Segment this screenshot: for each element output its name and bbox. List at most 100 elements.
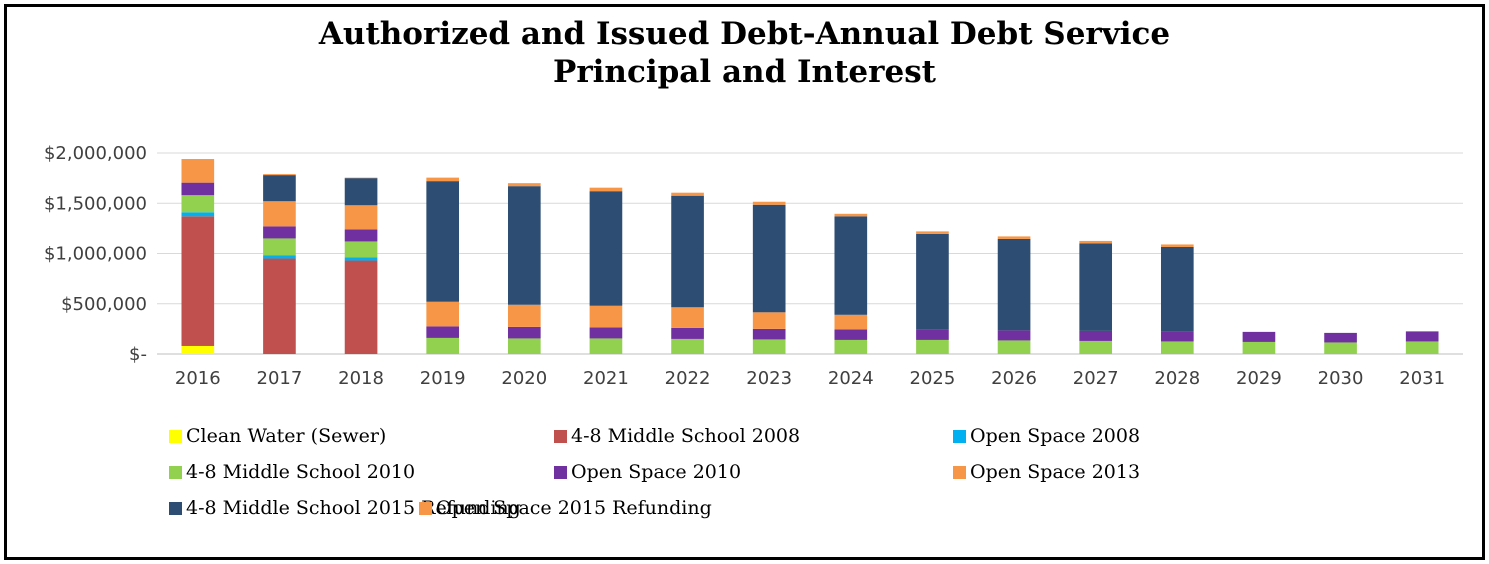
- bar-segment-2023-series-3: [752, 339, 786, 354]
- legend-item: 4-8 Middle School 2015 Refunding: [169, 495, 521, 521]
- bar-segment-2022-series-3: [671, 338, 704, 354]
- plot-area: $- $500,000 $1,000,000 $1,500,000 $2,000,000…: [44, 143, 1463, 389]
- legend-swatch: [169, 466, 182, 479]
- x-tick-label: 2023: [746, 368, 792, 389]
- legend-label: Open Space 2013: [970, 461, 1141, 483]
- legend-label: Open Space 2008: [970, 425, 1141, 447]
- bar-segment-2028-series-7: [1160, 244, 1194, 247]
- bar-segment-2017-series-3: [263, 238, 296, 256]
- x-tick-label: 2027: [1073, 368, 1119, 389]
- bar-segment-2029-series-3: [1242, 341, 1276, 354]
- bar-segment-2027-series-7: [1079, 240, 1113, 244]
- bar-segment-2027-series-3: [1079, 340, 1113, 354]
- legend-item: 4-8 Middle School 2008: [554, 423, 800, 449]
- bar-segment-2021-series-3: [589, 338, 623, 354]
- x-tick-label: 2030: [1318, 368, 1364, 389]
- x-tick-label: 2019: [420, 368, 466, 389]
- bar-segment-2028-series-3: [1160, 341, 1194, 354]
- bar-segment-2024-series-6: [834, 216, 868, 315]
- chart-frame: Authorized and Issued Debt-Annual Debt S…: [4, 4, 1485, 560]
- legend-label: Open Space 2010: [571, 461, 742, 483]
- x-tick-label: 2017: [257, 368, 303, 389]
- y-tick-label: $1,500,000: [44, 193, 147, 214]
- bar-segment-2019-series-4: [426, 326, 460, 338]
- bar-segment-2022-series-6: [671, 195, 704, 308]
- legend-swatch: [953, 430, 966, 443]
- legend-label: 4-8 Middle School 2015 Refunding: [186, 497, 521, 519]
- legend-item: Open Space 2013: [953, 459, 1140, 485]
- bar-segment-2017-series-5: [263, 201, 296, 227]
- bar-segment-2020-series-5: [507, 304, 541, 327]
- legend-swatch: [169, 430, 182, 443]
- x-tick-label: 2025: [910, 368, 956, 389]
- bar-segment-2028-series-6: [1160, 246, 1194, 332]
- legend-label: Open Space 2015 Refunding: [436, 497, 712, 519]
- x-tick-label: 2024: [828, 368, 874, 389]
- x-tick-label: 2029: [1236, 368, 1282, 389]
- bar-segment-2023-series-6: [752, 204, 786, 313]
- bar-segment-2030-series-4: [1324, 332, 1357, 343]
- bar-segment-2025-series-6: [916, 233, 949, 330]
- chart-title: Authorized and Issued Debt-Annual Debt S…: [7, 15, 1482, 91]
- bar-segment-2018-series-7: [344, 177, 378, 179]
- bar-segment-2022-series-5: [671, 307, 704, 328]
- bar-segment-2027-series-6: [1079, 243, 1113, 331]
- bar-segment-2017-series-2: [263, 255, 296, 259]
- bar-segment-2016-series-4: [181, 182, 215, 196]
- bar-segment-2021-series-6: [589, 191, 623, 306]
- bar-segment-2018-series-4: [344, 229, 378, 242]
- bar-segment-2016-series-2: [181, 212, 215, 217]
- bar-segment-2026-series-3: [997, 340, 1031, 354]
- x-tick-label: 2020: [501, 368, 547, 389]
- bar-segment-2017-series-6: [263, 175, 296, 202]
- bar-segment-2016-series-3: [181, 195, 215, 213]
- y-tick-label: $500,000: [61, 294, 147, 315]
- bar-segment-2021-series-7: [589, 187, 623, 192]
- bar-segment-2018-series-1: [344, 260, 378, 354]
- legend-swatch: [554, 466, 567, 479]
- bar-segment-2017-series-1: [263, 258, 296, 354]
- legend-item: Open Space 2015 Refunding: [419, 495, 712, 521]
- bar-segment-2023-series-5: [752, 312, 786, 329]
- bar-segment-2016-series-0: [181, 345, 215, 354]
- bar-segment-2020-series-7: [507, 183, 541, 187]
- x-tick-label: 2028: [1154, 368, 1200, 389]
- bar-segment-2024-series-5: [834, 314, 868, 330]
- legend-item: 4-8 Middle School 2010: [169, 459, 415, 485]
- x-tick-label: 2018: [338, 368, 384, 389]
- bar-segment-2017-series-7: [263, 174, 296, 176]
- bar-segment-2018-series-2: [344, 257, 378, 261]
- bar-segment-2019-series-3: [426, 337, 460, 354]
- bar-segment-2022-series-7: [671, 192, 704, 196]
- legend-item: Clean Water (Sewer): [169, 423, 386, 449]
- legend-label: Clean Water (Sewer): [186, 425, 387, 447]
- bar-segment-2024-series-4: [834, 329, 868, 340]
- bar-segment-2026-series-6: [997, 238, 1031, 331]
- bar-segment-2024-series-3: [834, 339, 868, 354]
- bar-segment-2028-series-4: [1160, 331, 1194, 342]
- bar-segment-2024-series-7: [834, 213, 868, 217]
- bar-segment-2018-series-3: [344, 241, 378, 258]
- legend-swatch: [554, 430, 567, 443]
- bar-segment-2018-series-6: [344, 178, 378, 206]
- chart-title-line-2: Principal and Interest: [553, 54, 936, 90]
- x-tick-label: 2016: [175, 368, 221, 389]
- chart-title-line-1: Authorized and Issued Debt-Annual Debt S…: [318, 16, 1171, 52]
- bar-segment-2020-series-4: [507, 326, 541, 339]
- legend-label: 4-8 Middle School 2008: [571, 425, 801, 447]
- bar-segment-2019-series-7: [426, 177, 460, 182]
- legend-item: Open Space 2010: [554, 459, 741, 485]
- bar-segment-2031-series-3: [1405, 341, 1439, 354]
- bar-segment-2017-series-4: [263, 226, 296, 239]
- bar-segment-2021-series-5: [589, 305, 623, 328]
- bar-segment-2025-series-3: [916, 339, 949, 354]
- bar-segment-2023-series-4: [752, 328, 786, 340]
- bar-segment-2016-series-1: [181, 216, 215, 346]
- bar-segment-2020-series-3: [507, 338, 541, 354]
- y-tick-label: $-: [129, 344, 147, 365]
- bar-segment-2018-series-5: [344, 205, 378, 230]
- bar-segment-2025-series-4: [916, 329, 949, 340]
- x-tick-label: 2026: [991, 368, 1037, 389]
- bar-segment-2020-series-6: [507, 186, 541, 305]
- legend-swatch: [953, 466, 966, 479]
